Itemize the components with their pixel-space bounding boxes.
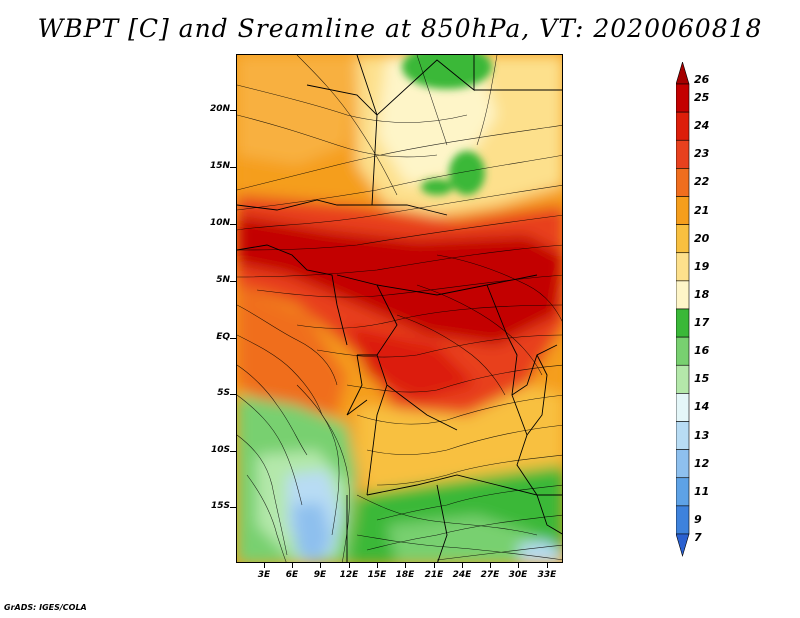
lat-tick <box>230 338 236 339</box>
colorbar-label: 17 <box>694 316 710 330</box>
lon-tick <box>377 563 378 568</box>
colorbar-label: 14 <box>694 400 710 414</box>
lon-tick <box>490 563 491 568</box>
lon-label-15e: 15E <box>367 570 387 580</box>
chart-title: WBPT [C] and Sreamline at 850hPa, VT: 20… <box>37 14 763 43</box>
lon-tick <box>405 563 406 568</box>
lat-label-15s: 15S <box>210 501 230 511</box>
colorbar-label: 23 <box>694 147 710 161</box>
cool-pockets <box>402 55 492 195</box>
lat-label-20n: 20N <box>209 104 230 114</box>
lon-tick <box>547 563 548 568</box>
lat-tick <box>230 281 236 282</box>
colorbar-label: 26 <box>694 72 710 86</box>
colorbar-label: 24 <box>694 119 710 133</box>
lat-label-10s: 10S <box>210 445 230 455</box>
colorbar-label: 18 <box>694 287 710 301</box>
lat-tick <box>230 224 236 225</box>
lon-tick <box>264 563 265 568</box>
colorbar-swatch <box>675 139 690 169</box>
lat-tick <box>230 451 236 452</box>
lat-tick <box>230 507 236 508</box>
colorbar-swatch <box>675 364 690 394</box>
colorbar-label: 7 <box>694 531 702 545</box>
lon-label-30e: 30E <box>508 570 528 580</box>
colorbar-cap-bottom <box>675 533 690 558</box>
colorbar-label: 25 <box>694 91 710 105</box>
lon-label-33e: 33E <box>537 570 557 580</box>
lon-tick <box>462 563 463 568</box>
map-plot-area <box>236 54 563 563</box>
colorbar-label: 12 <box>694 456 710 470</box>
colorbar-swatch <box>675 336 690 366</box>
lon-label-21e: 21E <box>424 570 444 580</box>
wbpt-field <box>237 55 562 562</box>
lon-tick <box>518 563 519 568</box>
lon-label-6e: 6E <box>285 570 299 580</box>
grads-credit: GrADS: IGES/COLA <box>4 603 87 612</box>
shading-layer <box>237 55 562 562</box>
colorbar-label: 13 <box>694 428 710 442</box>
lon-label-9e: 9E <box>313 570 327 580</box>
lon-tick <box>320 563 321 568</box>
lon-tick <box>292 563 293 568</box>
lon-label-18e: 18E <box>395 570 415 580</box>
lat-tick <box>230 394 236 395</box>
colorbar-swatch <box>675 280 690 310</box>
lon-tick <box>434 563 435 568</box>
colorbar-label: 9 <box>694 512 702 526</box>
colorbar-label: 11 <box>694 484 710 498</box>
colorbar-swatch <box>675 505 690 535</box>
colorbar-swatch <box>675 449 690 479</box>
colorbar-swatch <box>675 111 690 141</box>
colorbar-swatch <box>675 83 690 113</box>
lat-label-5s: 5S <box>217 388 230 398</box>
lat-label-5n: 5N <box>216 275 230 285</box>
colorbar <box>675 60 736 562</box>
colorbar-label: 20 <box>694 231 710 245</box>
colorbar-swatch <box>675 224 690 254</box>
colorbar-label: 15 <box>694 372 710 386</box>
lon-label-3e: 3E <box>257 570 271 580</box>
colorbar-label: 21 <box>694 203 710 217</box>
colorbar-swatch <box>675 252 690 282</box>
colorbar-label: 16 <box>694 344 710 358</box>
colorbar-swatch <box>675 477 690 507</box>
colorbar-swatch <box>675 196 690 225</box>
colorbar-swatch <box>675 308 690 338</box>
lon-label-12e: 12E <box>339 570 359 580</box>
colorbar-swatch <box>675 393 690 422</box>
lat-label-10n: 10N <box>209 218 230 228</box>
lon-tick <box>349 563 350 568</box>
lat-tick <box>230 110 236 111</box>
colorbar-swatch <box>675 421 690 450</box>
lat-label-15n: 15N <box>209 161 230 171</box>
colorbar-swatch <box>675 168 690 197</box>
streamlines <box>237 55 562 562</box>
lat-tick <box>230 167 236 168</box>
colorbar-label: 22 <box>694 175 710 189</box>
colorbar-graphic <box>675 60 690 558</box>
colorbar-cap-top <box>675 60 690 85</box>
colorbar-label: 19 <box>694 259 710 273</box>
lon-label-27e: 27E <box>480 570 500 580</box>
lon-label-24e: 24E <box>452 570 472 580</box>
lat-label-eq: EQ <box>216 332 230 342</box>
